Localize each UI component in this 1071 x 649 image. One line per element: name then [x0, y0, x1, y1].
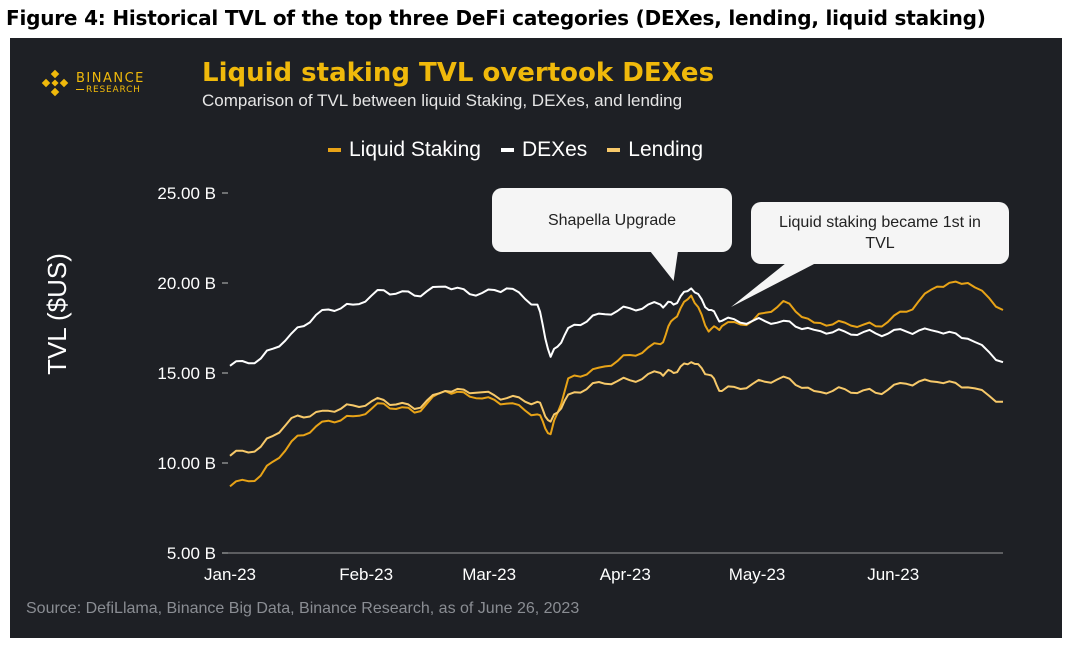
series-line-dexes [229, 285, 1004, 367]
series-line-lending [229, 361, 1004, 457]
x-tick-label: Feb-23 [339, 565, 393, 584]
chart-panel: BINANCE RESEARCH Liquid staking TVL over… [10, 38, 1062, 638]
annotation-pointer [731, 263, 816, 307]
legend-label: Liquid Staking [349, 138, 481, 161]
chart-subheadline: Comparison of TVL between liquid Staking… [202, 91, 683, 110]
annotation-text: Liquid staking became 1st in TVL [779, 214, 981, 252]
y-tick-label: 25.00 B [157, 184, 216, 203]
brand-sub: RESEARCH [86, 84, 141, 95]
x-tick-label: Mar-23 [462, 565, 516, 584]
brand-name: BINANCE [76, 70, 145, 86]
legend-item-dexes: DEXes [500, 138, 588, 162]
legend-swatch [328, 148, 341, 152]
annotation-shapella: Shapella Upgrade [492, 188, 732, 252]
binance-logo-icon [41, 69, 69, 97]
legend-item-lending: Lending [607, 138, 703, 162]
legend-label: DEXes [521, 138, 588, 161]
legend-item-liquid-staking: Liquid Staking [328, 138, 481, 162]
line-chart: 5.00 B 10.00 B 15.00 B 20.00 B 25.00 B Jan-23… [157, 184, 1004, 584]
y-tick-label: 20.00 B [157, 274, 216, 293]
y-tick-label: 15.00 B [157, 364, 216, 383]
annotation-pointer [650, 251, 678, 281]
annotation-liquid-staking-first: Liquid staking became 1st in TVL [751, 202, 1009, 264]
x-tick-label: May-23 [729, 565, 786, 584]
chart-headline: Liquid staking TVL overtook DEXes [202, 58, 715, 88]
brand: BINANCE RESEARCH [40, 68, 145, 98]
legend-swatch [607, 148, 621, 152]
series-line-liquid-staking [229, 280, 1004, 488]
x-tick-label: Jun-23 [867, 565, 919, 584]
legend-swatch [500, 148, 514, 152]
y-tick-label: 5.00 B [167, 544, 216, 563]
figure-title: Figure 4: Historical TVL of the top thre… [6, 6, 986, 30]
x-tick-label: Jan-23 [204, 565, 256, 584]
y-tick-label: 10.00 B [157, 454, 216, 473]
source-note: Source: DefiLlama, Binance Big Data, Bin… [26, 600, 580, 617]
legend-label: Lending [628, 138, 704, 161]
legend: Liquid Staking DEXes Lending [328, 138, 703, 162]
annotation-text: Shapella Upgrade [547, 211, 677, 229]
x-tick-label: Apr-23 [600, 565, 651, 584]
